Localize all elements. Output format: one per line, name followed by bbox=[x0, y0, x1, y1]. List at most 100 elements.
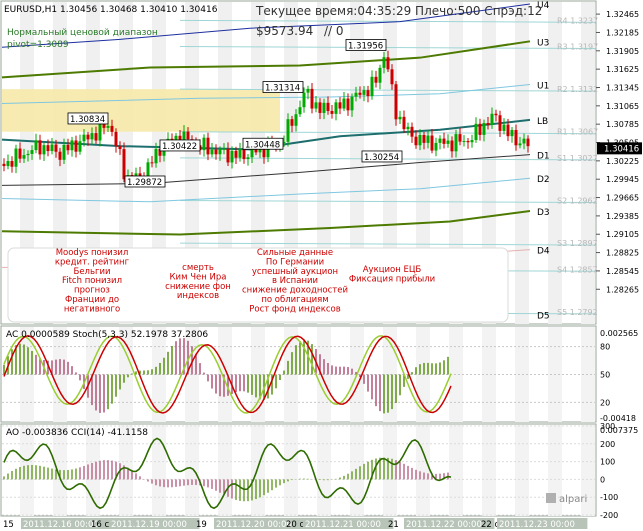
cci-title: AO -0.003836 CCI(14) -41.1158 bbox=[6, 428, 148, 438]
pivot-label: S5 1.2792 bbox=[557, 308, 598, 317]
session-stripe bbox=[20, 425, 34, 516]
candle-body bbox=[230, 150, 234, 163]
session-stripe bbox=[482, 425, 496, 516]
annotation-line: По Германии bbox=[266, 257, 324, 267]
time-label-box bbox=[303, 518, 394, 529]
candle-body bbox=[358, 92, 362, 95]
balance-suffix: // 0 bbox=[324, 24, 344, 38]
balance: $9573.94 bbox=[256, 24, 313, 38]
candle-body bbox=[378, 67, 382, 83]
candle-body bbox=[426, 135, 430, 143]
candle-body bbox=[10, 161, 14, 167]
candle-body bbox=[6, 161, 10, 167]
candle-body bbox=[334, 102, 338, 114]
candle-body bbox=[102, 121, 106, 128]
session-stripe bbox=[482, 2, 496, 324]
time-label: 2011.12.23 00:00 bbox=[499, 520, 575, 530]
candle-body bbox=[174, 135, 178, 144]
candle-body bbox=[398, 116, 402, 120]
lower-channel-line bbox=[1, 209, 531, 236]
price-label: 1.28545 bbox=[606, 267, 639, 276]
cci-scale-label: -100 bbox=[600, 493, 618, 502]
candle-body bbox=[414, 136, 418, 146]
candle-body bbox=[494, 113, 498, 116]
level-label: U4 bbox=[537, 1, 550, 11]
price-tag-label: 1.30448 bbox=[245, 140, 280, 150]
candle-body bbox=[114, 131, 118, 147]
logo-icon bbox=[546, 493, 556, 503]
annotation-line: снижение фон bbox=[165, 282, 231, 292]
price-tag-label: 1.31314 bbox=[265, 84, 300, 94]
candle-body bbox=[250, 146, 254, 158]
candle-body bbox=[366, 90, 370, 97]
candle-body bbox=[402, 116, 406, 130]
annotation-line: успешный аукцион bbox=[252, 267, 338, 277]
price-label: 1.30225 bbox=[606, 157, 639, 166]
time-label: 2011.12.22 00:00 bbox=[406, 520, 482, 530]
annotation-line: кредит. рейтинг bbox=[55, 257, 130, 267]
candle-body bbox=[482, 123, 486, 135]
annotation-line: Сильные данные bbox=[257, 248, 333, 258]
candle-body bbox=[362, 90, 366, 95]
session-stripes bbox=[20, 2, 595, 516]
price-label: 1.29105 bbox=[606, 230, 639, 239]
candle-body bbox=[74, 140, 78, 152]
candle-body bbox=[370, 76, 374, 97]
candle-body bbox=[90, 133, 94, 140]
candle-body bbox=[486, 123, 490, 125]
candle-body bbox=[158, 148, 162, 156]
session-stripe bbox=[284, 425, 298, 516]
annotation-line: Рост фонд индексов bbox=[249, 304, 340, 314]
candle-body bbox=[210, 149, 214, 155]
time-label-box bbox=[497, 518, 588, 529]
candle-body bbox=[502, 124, 506, 131]
pivot-label: R4 1.3237 bbox=[557, 16, 598, 25]
cci-scale-label: 300 bbox=[600, 422, 615, 431]
candle-body bbox=[342, 98, 346, 109]
candle-body bbox=[38, 140, 42, 155]
candle-body bbox=[146, 162, 150, 182]
stoch-main-line bbox=[3, 335, 452, 414]
time-label: 19 bbox=[196, 520, 207, 530]
candle-body bbox=[94, 133, 98, 141]
candle-body bbox=[86, 134, 90, 140]
session-stripe bbox=[218, 327, 232, 422]
time-label-box bbox=[21, 518, 112, 529]
candle-body bbox=[286, 119, 290, 142]
annotation-line: в Испании bbox=[272, 276, 318, 286]
upper-channel-line bbox=[1, 40, 531, 79]
time-label-box bbox=[404, 518, 495, 529]
symbol-info: EURUSD,H1 1.30456 1.30468 1.30410 1.3041… bbox=[4, 5, 218, 15]
candle-body bbox=[26, 153, 30, 156]
cci-scale-label: 100 bbox=[600, 458, 615, 467]
upper-mid-line bbox=[1, 84, 531, 105]
time-label: 20 c 04 bbox=[286, 520, 318, 530]
candle-body bbox=[498, 115, 502, 131]
level-label: D5 bbox=[537, 311, 550, 321]
pivot-label: S2 1.2962 bbox=[557, 196, 598, 205]
level-label: D4 bbox=[537, 247, 550, 257]
pivot-label: pivot=1.3089 bbox=[7, 40, 69, 50]
price-label: 1.28825 bbox=[606, 249, 639, 258]
level-label: D3 bbox=[537, 208, 550, 218]
session-stripe bbox=[515, 2, 529, 324]
candle-body bbox=[394, 84, 398, 120]
candle-body bbox=[42, 145, 46, 155]
candle-body bbox=[18, 148, 22, 159]
annotation-line: снижение доходностей bbox=[242, 286, 348, 296]
stoch-scale-label: 50 bbox=[600, 371, 610, 380]
annotation-line: Fitch понизил bbox=[62, 276, 122, 286]
session-stripe bbox=[515, 425, 529, 516]
session-stripe bbox=[548, 2, 562, 324]
candle-body bbox=[466, 140, 470, 143]
pivot-line bbox=[179, 199, 597, 203]
time-label: 2011.12.21 00:00 bbox=[305, 520, 381, 530]
stoch-title: AC 0.0000589 Stoch(5,3,3) 52.1978 37.280… bbox=[6, 330, 208, 340]
candle-body bbox=[150, 162, 154, 164]
price-label: 1.32465 bbox=[606, 10, 639, 19]
price-tag: 1.30254 bbox=[361, 150, 403, 163]
price-tag-label: 1.29872 bbox=[127, 178, 162, 188]
candle-body bbox=[226, 148, 230, 163]
current-price-box bbox=[597, 142, 642, 155]
